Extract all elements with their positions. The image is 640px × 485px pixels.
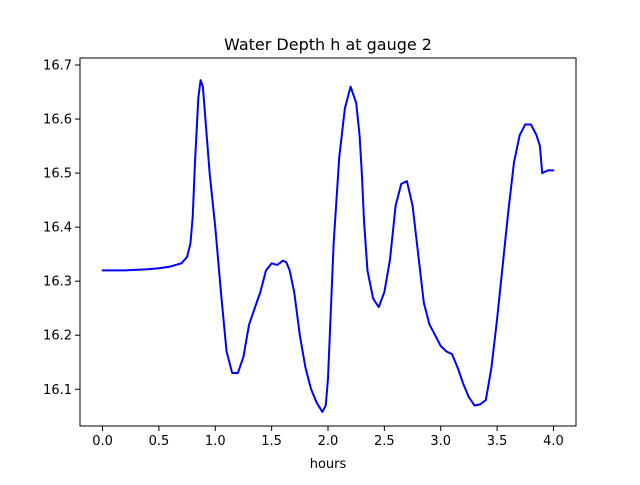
x-tick-label-4: 2.0 [318,434,339,449]
y-tick-label-0: 16.1 [43,383,72,398]
x-tick-label-3: 1.5 [261,434,282,449]
y-tick-label-6: 16.7 [43,59,72,74]
x-tick-label-8: 4.0 [543,434,564,449]
chart-title: Water Depth h at gauge 2 [224,35,432,54]
y-tick-label-3: 16.4 [43,221,72,236]
x-tick-label-2: 1.0 [205,434,226,449]
y-tick-label-1: 16.2 [43,329,72,344]
x-tick-label-1: 0.5 [149,434,170,449]
series-line-0 [101,79,555,413]
y-tick-label-4: 16.5 [43,167,72,182]
x-axis-label: hours [310,457,347,472]
y-tick-label-2: 16.3 [43,275,72,290]
x-tick-label-7: 3.5 [487,434,508,449]
plot-area [101,79,555,413]
x-tick-label-6: 3.0 [430,434,451,449]
x-tick-label-5: 2.5 [374,434,395,449]
y-tick-label-5: 16.6 [43,113,72,128]
x-tick-label-0: 0.0 [92,434,113,449]
axes: 0.0 0.5 1.0 1.5 2.0 2.5 3.0 3.5 4.0 16.1 16.2 16.3 1… [43,57,577,449]
